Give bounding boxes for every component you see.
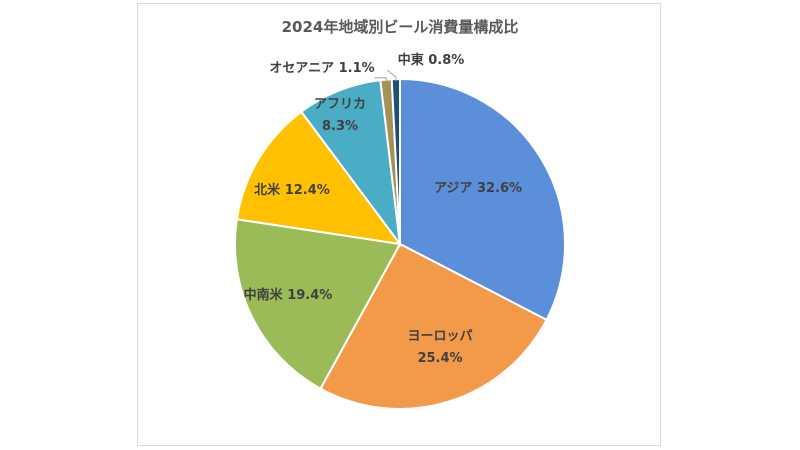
data-label: アフリカ 8.3% [314,97,366,134]
data-label: ヨーロッパ 25.4% [407,329,472,366]
data-label: オセアニア 1.1% [269,61,374,76]
chart-frame: 2024年地域別ビール消費量構成比 アジア 32.6% ヨーロッパ 25.4% 中南米… [137,3,661,446]
slice-europe [319,242,548,410]
slice-asia [399,77,566,322]
slice-north-america [235,110,403,246]
data-label: 中東 0.8% [398,52,465,68]
data-label: 北米 12.4% [254,182,330,198]
slice-africa [299,79,402,248]
leader-line [373,77,387,82]
pie-chart: アジア 32.6% ヨーロッパ 25.4% 中南米 19.4% 北米 12.4% アフリカ… [234,52,566,410]
chart-title: 2024年地域別ビール消費量構成比 [281,18,519,36]
data-label: 中南米 19.4% [244,287,333,303]
leader-line [386,69,397,82]
slice-latin-america [234,218,402,390]
data-label: アジア 32.6% [434,181,522,196]
